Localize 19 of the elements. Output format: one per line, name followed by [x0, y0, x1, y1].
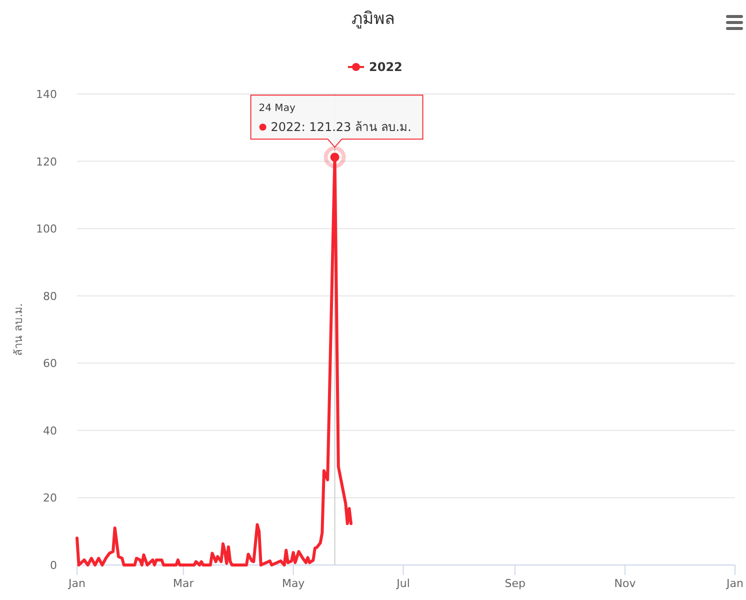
x-tick-label: Jan: [726, 577, 744, 590]
x-tick-label: May: [282, 577, 306, 590]
y-tick-label: 20: [43, 492, 57, 505]
x-tick-label: Jul: [396, 577, 410, 590]
y-tick-label: 100: [36, 222, 57, 236]
legend-label: 2022: [369, 60, 402, 74]
y-tick-label: 0: [50, 559, 57, 572]
x-tick-label: Jan: [68, 577, 86, 590]
y-tick-label: 40: [43, 424, 57, 438]
y-tick-label: 140: [36, 88, 57, 101]
chart-title: ภูมิพล: [352, 9, 394, 29]
y-tick-label: 80: [43, 290, 57, 303]
x-tick-label: Mar: [172, 577, 194, 590]
annotation: 24 May 2022: 121.23 ล้าน ลบ.ม.: [258, 103, 412, 134]
y-axis-title: ล้าน ลบ.ม.: [12, 303, 25, 356]
x-tick-label: Nov: [614, 577, 636, 590]
x-tick-label: Sep: [504, 577, 526, 590]
y-tick-label: 120: [36, 155, 57, 168]
y-tick-label: 60: [43, 357, 57, 370]
